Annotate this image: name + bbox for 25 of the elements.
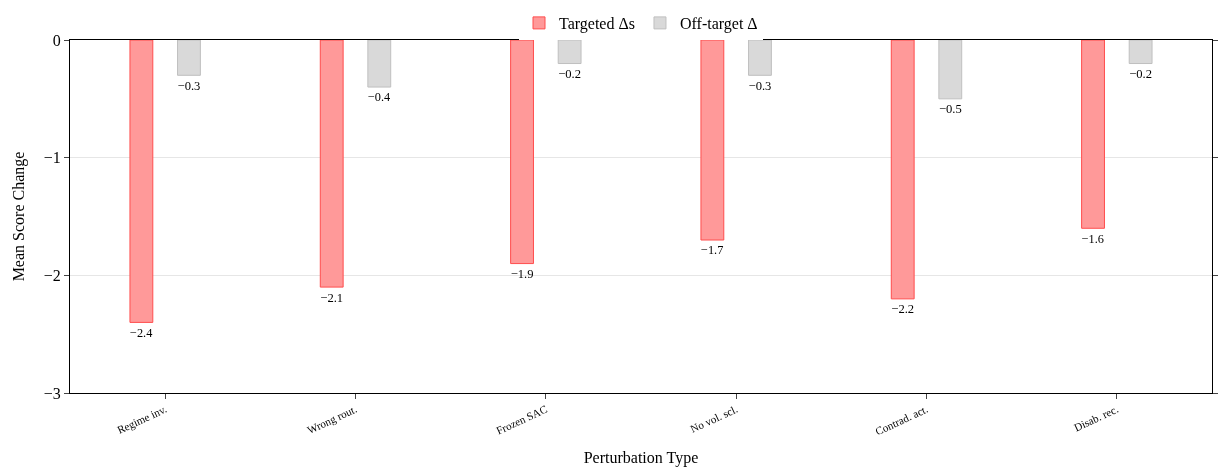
- y-tick-label: −3: [43, 384, 61, 402]
- data-label: −1.6: [1081, 231, 1104, 246]
- x-axis-title: Perturbation Type: [583, 449, 699, 468]
- legend-label: Targeted Δs: [559, 15, 635, 34]
- y-tick-label: 0: [52, 31, 61, 49]
- data-label: −1.7: [700, 243, 724, 258]
- data-label: −0.2: [1129, 67, 1153, 82]
- y-tick-label: −2: [43, 266, 61, 284]
- data-label: −0.4: [367, 90, 391, 105]
- legend-label: Off-target Δ: [679, 15, 758, 34]
- data-label: −0.5: [938, 102, 962, 117]
- data-label: −1.9: [510, 267, 534, 282]
- data-label: −0.3: [748, 78, 772, 93]
- x-tick-label: Frozen SAC: [494, 402, 549, 437]
- x-tick-label: Disab. rec.: [1072, 402, 1121, 434]
- x-tick-label: Regime inv.: [115, 402, 169, 436]
- data-label: −0.3: [177, 78, 201, 93]
- x-tick-label: No vol. scl.: [688, 402, 740, 435]
- y-tick-label: −1: [43, 149, 61, 167]
- data-label: −0.2: [558, 67, 582, 82]
- data-label: −2.2: [891, 302, 915, 317]
- x-tick-label: Wrong rout.: [305, 402, 359, 437]
- y-axis-title: Mean Score Change: [9, 151, 28, 282]
- data-label: −2.4: [129, 325, 153, 340]
- data-label: −2.1: [320, 290, 344, 305]
